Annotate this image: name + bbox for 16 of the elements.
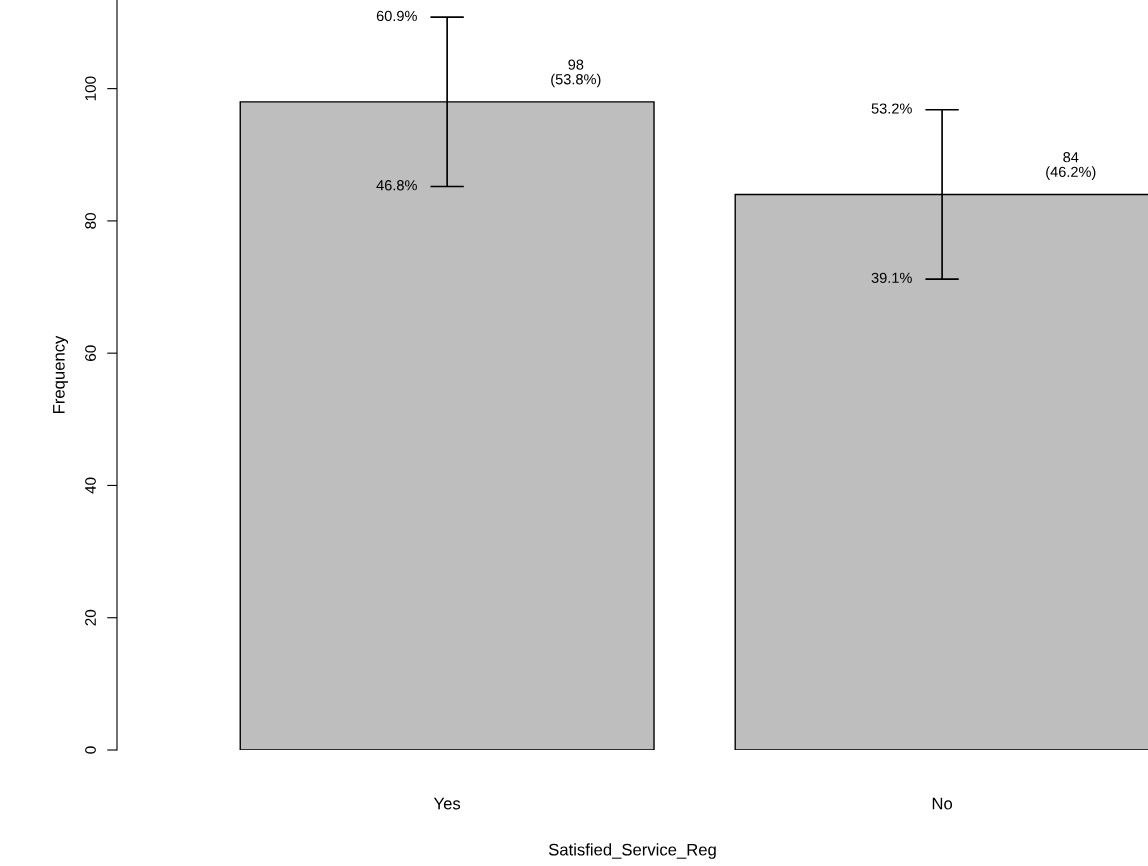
- data-label: 84 (46.2%): [1046, 152, 1096, 180]
- y-tick-label: 20: [85, 609, 96, 626]
- x-tick-label: No: [932, 797, 953, 810]
- annotation: 53.2%: [871, 103, 912, 114]
- x-axis-title: Satisfied_Service_Reg: [548, 843, 716, 859]
- y-axis-title: Frequency: [53, 335, 69, 413]
- y-tick-label: 40: [85, 477, 96, 494]
- data-label: 98 (53.8%): [551, 59, 601, 88]
- y-tick-label: 60: [85, 345, 96, 361]
- annotation: 60.9%: [376, 10, 417, 22]
- annotation: 39.1%: [871, 272, 912, 284]
- annotation: 46.8%: [376, 180, 417, 191]
- y-tick-label: 0: [85, 746, 96, 754]
- y-tick-label: 80: [85, 213, 96, 229]
- x-tick-label: Yes: [433, 797, 461, 810]
- y-tick-label: 100: [85, 76, 96, 101]
